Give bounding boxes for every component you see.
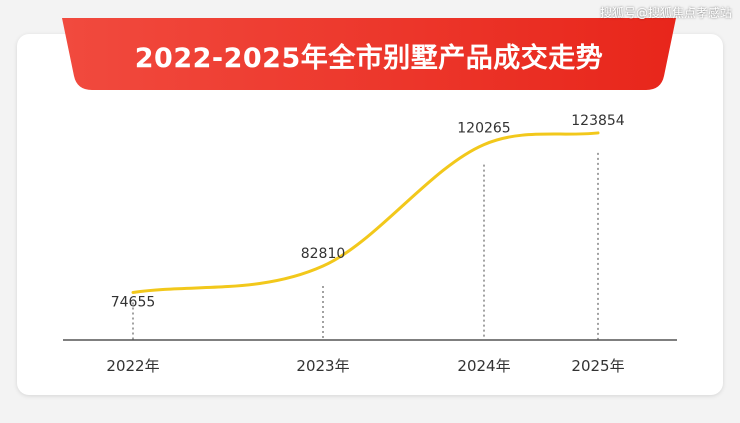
data-label-2023: 82810 xyxy=(301,246,346,262)
title-banner xyxy=(62,18,676,90)
watermark-text: 搜狐号@搜狐焦点孝感站 xyxy=(599,6,732,20)
data-label-2022: 74655 xyxy=(111,294,156,310)
x-tick-label-2022: 2022年 xyxy=(106,357,159,375)
series-line xyxy=(131,131,600,294)
x-tick-label-2023: 2023年 xyxy=(296,357,349,375)
chart-card xyxy=(17,34,723,395)
x-tick-label-2025: 2025年 xyxy=(571,357,624,375)
data-label-2024: 120265 xyxy=(457,121,510,137)
x-tick-label-2024: 2024年 xyxy=(457,357,510,375)
data-label-2025: 123854 xyxy=(571,113,625,129)
chart-title: 2022-2025年全市别墅产品成交走势 xyxy=(134,42,604,74)
